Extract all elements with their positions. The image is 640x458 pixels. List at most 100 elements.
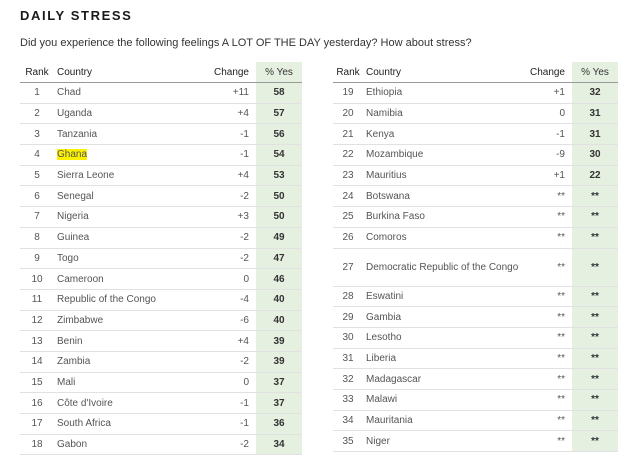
rank-cell: 3 bbox=[20, 123, 54, 146]
rank-cell: 8 bbox=[20, 227, 54, 249]
column-header-rank: Rank bbox=[333, 62, 363, 83]
country-label: Comoros bbox=[366, 232, 407, 244]
pct-yes-cell: ** bbox=[572, 206, 618, 228]
country-label: South Africa bbox=[57, 418, 111, 430]
rank-cell: 20 bbox=[333, 103, 363, 125]
table-row: 14 Zambia -2 39 bbox=[20, 351, 302, 373]
country-cell: Gabon bbox=[54, 434, 204, 456]
table-row: 20 Namibia 0 31 bbox=[333, 103, 618, 125]
table-row: 17 South Africa -1 36 bbox=[20, 413, 302, 435]
table-row: 30 Lesotho ** ** bbox=[333, 327, 618, 349]
rank-cell: 34 bbox=[333, 410, 363, 432]
table-row: 33 Malawi ** ** bbox=[333, 389, 618, 411]
country-cell: Comoros bbox=[363, 227, 520, 249]
country-label: Gambia bbox=[366, 311, 402, 323]
pct-yes-cell: 50 bbox=[256, 206, 302, 228]
country-cell: Democratic Republic of the Congo bbox=[363, 248, 520, 287]
rank-cell: 16 bbox=[20, 392, 54, 414]
change-cell: -6 bbox=[204, 310, 256, 332]
country-label: Côte d'Ivoire bbox=[57, 397, 113, 409]
table-row: 9 Togo -2 47 bbox=[20, 248, 302, 270]
change-cell: ** bbox=[520, 206, 572, 228]
table-row: 24 Botswana ** ** bbox=[333, 185, 618, 208]
country-label: Senegal bbox=[57, 190, 94, 202]
pct-yes-cell: 40 bbox=[256, 310, 302, 332]
change-cell: -4 bbox=[204, 289, 256, 311]
pct-yes-cell: ** bbox=[572, 185, 618, 208]
country-label-highlighted: Ghana bbox=[57, 149, 88, 161]
rank-cell: 2 bbox=[20, 103, 54, 125]
change-cell: ** bbox=[520, 227, 572, 249]
country-cell: Togo bbox=[54, 248, 204, 270]
rank-cell: 18 bbox=[20, 434, 54, 456]
country-label: Chad bbox=[57, 87, 81, 99]
rank-cell: 1 bbox=[20, 82, 54, 104]
table-row: 27 Democratic Republic of the Congo ** ** bbox=[333, 248, 618, 287]
pct-yes-cell: 56 bbox=[256, 123, 302, 146]
change-cell: ** bbox=[520, 430, 572, 452]
country-cell: Namibia bbox=[363, 103, 520, 125]
country-cell: Zambia bbox=[54, 351, 204, 373]
country-label: Madagascar bbox=[366, 373, 422, 385]
pct-yes-cell: 32 bbox=[572, 82, 618, 104]
country-cell: Gambia bbox=[363, 306, 520, 328]
table-row: 13 Benin +4 39 bbox=[20, 330, 302, 352]
table-row: 8 Guinea -2 49 bbox=[20, 227, 302, 249]
table-row: 26 Comoros ** ** bbox=[333, 227, 618, 249]
country-cell: Guinea bbox=[54, 227, 204, 249]
chart-subtitle: Did you experience the following feeling… bbox=[20, 37, 472, 49]
change-cell: +1 bbox=[520, 82, 572, 104]
table-row: 32 Madagascar ** ** bbox=[333, 368, 618, 390]
change-cell: ** bbox=[520, 327, 572, 349]
country-label: Democratic Republic of the Congo bbox=[366, 261, 519, 273]
country-label: Mauritania bbox=[366, 414, 413, 426]
country-cell: Botswana bbox=[363, 185, 520, 208]
country-cell: Madagascar bbox=[363, 368, 520, 390]
change-cell: -2 bbox=[204, 185, 256, 208]
country-cell: Mozambique bbox=[363, 144, 520, 166]
country-label: Malawi bbox=[366, 394, 398, 406]
country-cell: Cameroon bbox=[54, 268, 204, 290]
change-cell: ** bbox=[520, 410, 572, 432]
rank-cell: 29 bbox=[333, 306, 363, 328]
country-cell: Lesotho bbox=[363, 327, 520, 349]
table-row: 35 Niger ** ** bbox=[333, 430, 618, 452]
table-row: 5 Sierra Leone +4 53 bbox=[20, 165, 302, 187]
country-cell: Burkina Faso bbox=[363, 206, 520, 228]
column-header-pct-yes: % Yes bbox=[572, 62, 618, 83]
rank-cell: 5 bbox=[20, 165, 54, 187]
table-row: 10 Cameroon 0 46 bbox=[20, 268, 302, 290]
rank-cell: 7 bbox=[20, 206, 54, 228]
rank-cell: 14 bbox=[20, 351, 54, 373]
rank-cell: 10 bbox=[20, 268, 54, 290]
pct-yes-cell: 30 bbox=[572, 144, 618, 166]
pct-yes-cell: 46 bbox=[256, 268, 302, 290]
change-cell: +4 bbox=[204, 330, 256, 352]
table-row: 34 Mauritania ** ** bbox=[333, 410, 618, 432]
country-label: Eswatini bbox=[366, 290, 404, 302]
pct-yes-cell: 39 bbox=[256, 351, 302, 373]
pct-yes-cell: 34 bbox=[256, 434, 302, 456]
country-cell: Benin bbox=[54, 330, 204, 352]
country-label: Benin bbox=[57, 335, 83, 347]
table-row: 15 Mali 0 37 bbox=[20, 372, 302, 394]
table-row: 12 Zimbabwe -6 40 bbox=[20, 310, 302, 332]
rank-cell: 9 bbox=[20, 248, 54, 270]
pct-yes-cell: 39 bbox=[256, 330, 302, 352]
change-cell: -2 bbox=[204, 434, 256, 456]
pct-yes-cell: 47 bbox=[256, 248, 302, 270]
country-cell: Malawi bbox=[363, 389, 520, 411]
table-row: 19 Ethiopia +1 32 bbox=[333, 82, 618, 104]
column-header-country: Country bbox=[54, 62, 204, 83]
table-row: 25 Burkina Faso ** ** bbox=[333, 206, 618, 228]
rank-cell: 17 bbox=[20, 413, 54, 435]
ranking-table-right: Rank Country Change % Yes 19 Ethiopia +1 32… bbox=[333, 62, 618, 452]
rank-cell: 30 bbox=[333, 327, 363, 349]
rank-cell: 6 bbox=[20, 185, 54, 208]
rank-cell: 23 bbox=[333, 165, 363, 187]
rank-cell: 25 bbox=[333, 206, 363, 228]
column-header-rank: Rank bbox=[20, 62, 54, 83]
change-cell: +4 bbox=[204, 165, 256, 187]
change-cell: ** bbox=[520, 348, 572, 370]
country-label: Lesotho bbox=[366, 332, 402, 344]
